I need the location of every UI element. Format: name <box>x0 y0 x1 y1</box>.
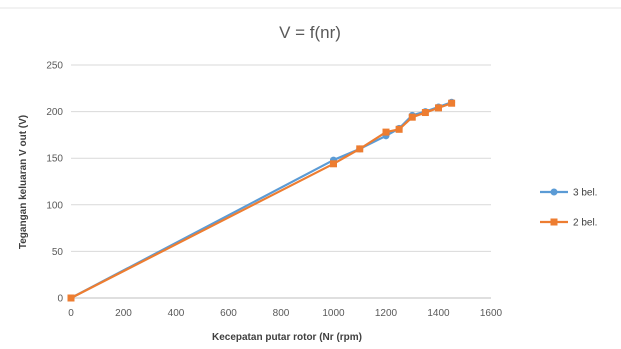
x-tick-label: 0 <box>68 308 74 319</box>
x-tick-label: 1200 <box>375 308 398 319</box>
x-tick-label: 200 <box>115 308 132 319</box>
y-tick-label: 0 <box>57 294 63 305</box>
legend-label: 2 bel. <box>573 218 597 229</box>
x-tick-label: 400 <box>168 308 185 319</box>
data-point <box>356 145 364 153</box>
data-point <box>408 113 416 121</box>
y-tick-label: 50 <box>52 247 64 258</box>
series-group <box>67 99 456 302</box>
legend-marker <box>550 188 558 196</box>
data-point <box>421 109 429 117</box>
y-tick-label: 250 <box>46 61 63 72</box>
data-point <box>395 125 403 133</box>
x-tick-label: 1000 <box>322 308 345 319</box>
legend-item: 3 bel. <box>540 188 597 199</box>
axis-layer: 0 50 100 150 200 250 0 200 400 600 800 1000 1200 1400… <box>46 61 502 320</box>
data-point <box>67 294 75 302</box>
data-point <box>448 99 456 107</box>
grid-layer <box>71 64 491 252</box>
series-layer <box>67 98 456 302</box>
legend-item: 2 bel. <box>540 218 597 229</box>
x-tick-label: 600 <box>220 308 237 319</box>
y-tick-label: 150 <box>46 154 63 165</box>
data-point <box>330 160 337 168</box>
x-tick-label: 1400 <box>427 308 450 319</box>
legend: 3 bel. 2 bel. <box>540 188 597 229</box>
y-tick-label: 100 <box>46 200 63 211</box>
legend-marker <box>550 218 558 226</box>
y-tick-label: 200 <box>46 107 63 118</box>
x-axis-label: Kecepatan putar rotor (Nr (rpm) <box>212 332 362 343</box>
x-tick-label: 1600 <box>480 308 503 319</box>
chart-title: V = f(nr) <box>279 23 341 42</box>
data-point <box>382 128 390 136</box>
data-point <box>435 104 442 112</box>
x-tick-label: 800 <box>273 308 290 319</box>
y-axis-label: Tegangan keluaran V out (V) <box>18 115 29 249</box>
legend-label: 3 bel. <box>573 188 597 199</box>
